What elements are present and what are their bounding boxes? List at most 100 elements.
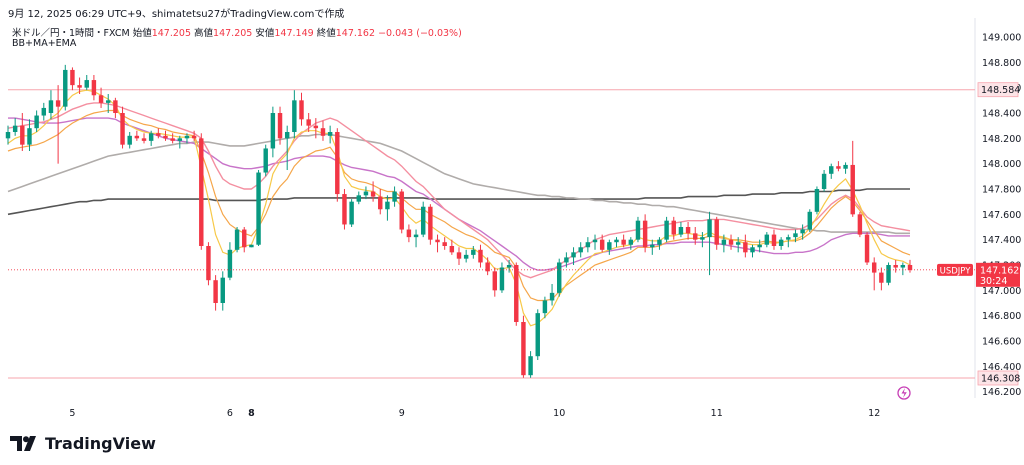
candle-body bbox=[564, 257, 569, 263]
candle-body bbox=[456, 252, 462, 259]
candle-body bbox=[184, 135, 190, 139]
candle-body bbox=[349, 201, 354, 225]
close-value: 147.162 bbox=[335, 28, 376, 39]
candle-body bbox=[614, 239, 619, 243]
overlay-bb-upper bbox=[7, 102, 911, 279]
candle-body bbox=[148, 133, 154, 141]
candle-body bbox=[406, 229, 412, 238]
y-tick-label: 146.800 bbox=[982, 311, 1021, 322]
candle-body bbox=[370, 191, 376, 197]
candle-body bbox=[63, 69, 68, 107]
candle-body bbox=[707, 219, 712, 238]
candle-body bbox=[478, 249, 483, 263]
candle-body bbox=[871, 262, 877, 273]
candle-body bbox=[249, 244, 254, 248]
high-label: 高値 bbox=[194, 28, 214, 39]
candle-body bbox=[378, 196, 383, 210]
candle-body bbox=[743, 242, 748, 253]
candle-body bbox=[191, 135, 197, 139]
candle-body bbox=[700, 237, 705, 240]
candle-body bbox=[299, 100, 304, 120]
candle-body bbox=[879, 272, 884, 283]
candle-body bbox=[141, 138, 147, 141]
candle-body bbox=[735, 242, 741, 245]
high-value: 147.205 bbox=[213, 28, 253, 39]
candle-body bbox=[750, 247, 755, 253]
candle-body bbox=[91, 80, 97, 96]
candle-body bbox=[227, 249, 233, 278]
x-tick-label: 11 bbox=[711, 408, 723, 419]
low-value: 147.149 bbox=[274, 28, 314, 39]
candle-body bbox=[306, 119, 311, 126]
tradingview-logo[interactable]: TradingView bbox=[10, 434, 156, 453]
open-label: 始値 bbox=[132, 28, 152, 39]
candle-body bbox=[120, 113, 125, 145]
candle-body bbox=[385, 201, 390, 210]
candle-body bbox=[335, 132, 340, 195]
candle-body bbox=[671, 220, 676, 235]
x-tick-label: 9 bbox=[399, 408, 405, 419]
candle-body bbox=[206, 246, 211, 281]
x-tick-label: 10 bbox=[553, 408, 565, 419]
low-label: 安値 bbox=[255, 28, 275, 39]
x-tick-label: 5 bbox=[69, 408, 75, 419]
candle-body bbox=[313, 125, 319, 129]
candle-body bbox=[256, 172, 261, 245]
candle-body bbox=[778, 239, 784, 246]
y-tick-label: 149.000 bbox=[982, 33, 1021, 44]
tradingview-logo-text: TradingView bbox=[45, 434, 156, 453]
candle-body bbox=[678, 227, 684, 235]
candle-body bbox=[843, 164, 848, 169]
candle-body bbox=[693, 233, 698, 240]
candle-body bbox=[98, 95, 104, 103]
price-line-label: 146.308 bbox=[981, 373, 1020, 384]
candle-body bbox=[55, 100, 61, 107]
candle-body bbox=[363, 191, 369, 196]
y-tick-label: 147.000 bbox=[982, 286, 1021, 297]
y-tick-label: 147.600 bbox=[982, 210, 1021, 221]
indicator-legend: BB+MA+EMA bbox=[12, 38, 77, 49]
last-price-badge bbox=[976, 262, 1020, 287]
candle-body bbox=[70, 69, 75, 86]
candle-body bbox=[263, 148, 268, 173]
candle-body bbox=[277, 113, 283, 139]
candle-body bbox=[20, 125, 25, 145]
candle-body bbox=[170, 138, 175, 141]
candle-body bbox=[492, 271, 498, 291]
candle-body bbox=[557, 262, 562, 293]
candle-body bbox=[850, 164, 855, 215]
candle-body bbox=[399, 191, 404, 230]
candle-body bbox=[829, 166, 834, 174]
candle-body bbox=[514, 265, 519, 322]
lightning-icon-bolt bbox=[901, 388, 907, 398]
snapshot-header: 9月 12, 2025 06:29 UTC+9、shimatetsu27がTra… bbox=[8, 9, 345, 20]
candle-body bbox=[463, 254, 469, 259]
x-tick-label: 8 bbox=[248, 408, 255, 419]
price-line-badge bbox=[977, 82, 1019, 98]
candle-body bbox=[34, 115, 39, 129]
y-tick-label: 148.200 bbox=[982, 134, 1021, 145]
candle-body bbox=[234, 229, 240, 250]
overlay-ma-gray bbox=[7, 133, 910, 235]
candle-body bbox=[320, 128, 326, 136]
candle-body bbox=[757, 244, 762, 248]
candle-body bbox=[499, 267, 505, 291]
candle-body bbox=[242, 229, 247, 248]
candle-body bbox=[571, 252, 576, 258]
candle-body bbox=[356, 195, 361, 202]
price-line-label: 148.584 bbox=[981, 85, 1020, 96]
overlay-ma-dark bbox=[7, 188, 910, 216]
symbol-tag bbox=[937, 263, 973, 276]
candle-body bbox=[621, 239, 626, 245]
candle-body bbox=[528, 356, 533, 376]
last-price-value: 147.162 bbox=[980, 265, 1019, 276]
countdown-timer: 30:24 bbox=[980, 276, 1007, 287]
candle-body bbox=[506, 265, 512, 268]
candle-body bbox=[664, 220, 669, 240]
candle-body bbox=[585, 242, 591, 248]
candle-body bbox=[41, 107, 47, 116]
candle-body bbox=[449, 246, 455, 253]
y-tick-label: 148.000 bbox=[982, 159, 1021, 170]
y-tick-label: 146.600 bbox=[982, 337, 1021, 348]
